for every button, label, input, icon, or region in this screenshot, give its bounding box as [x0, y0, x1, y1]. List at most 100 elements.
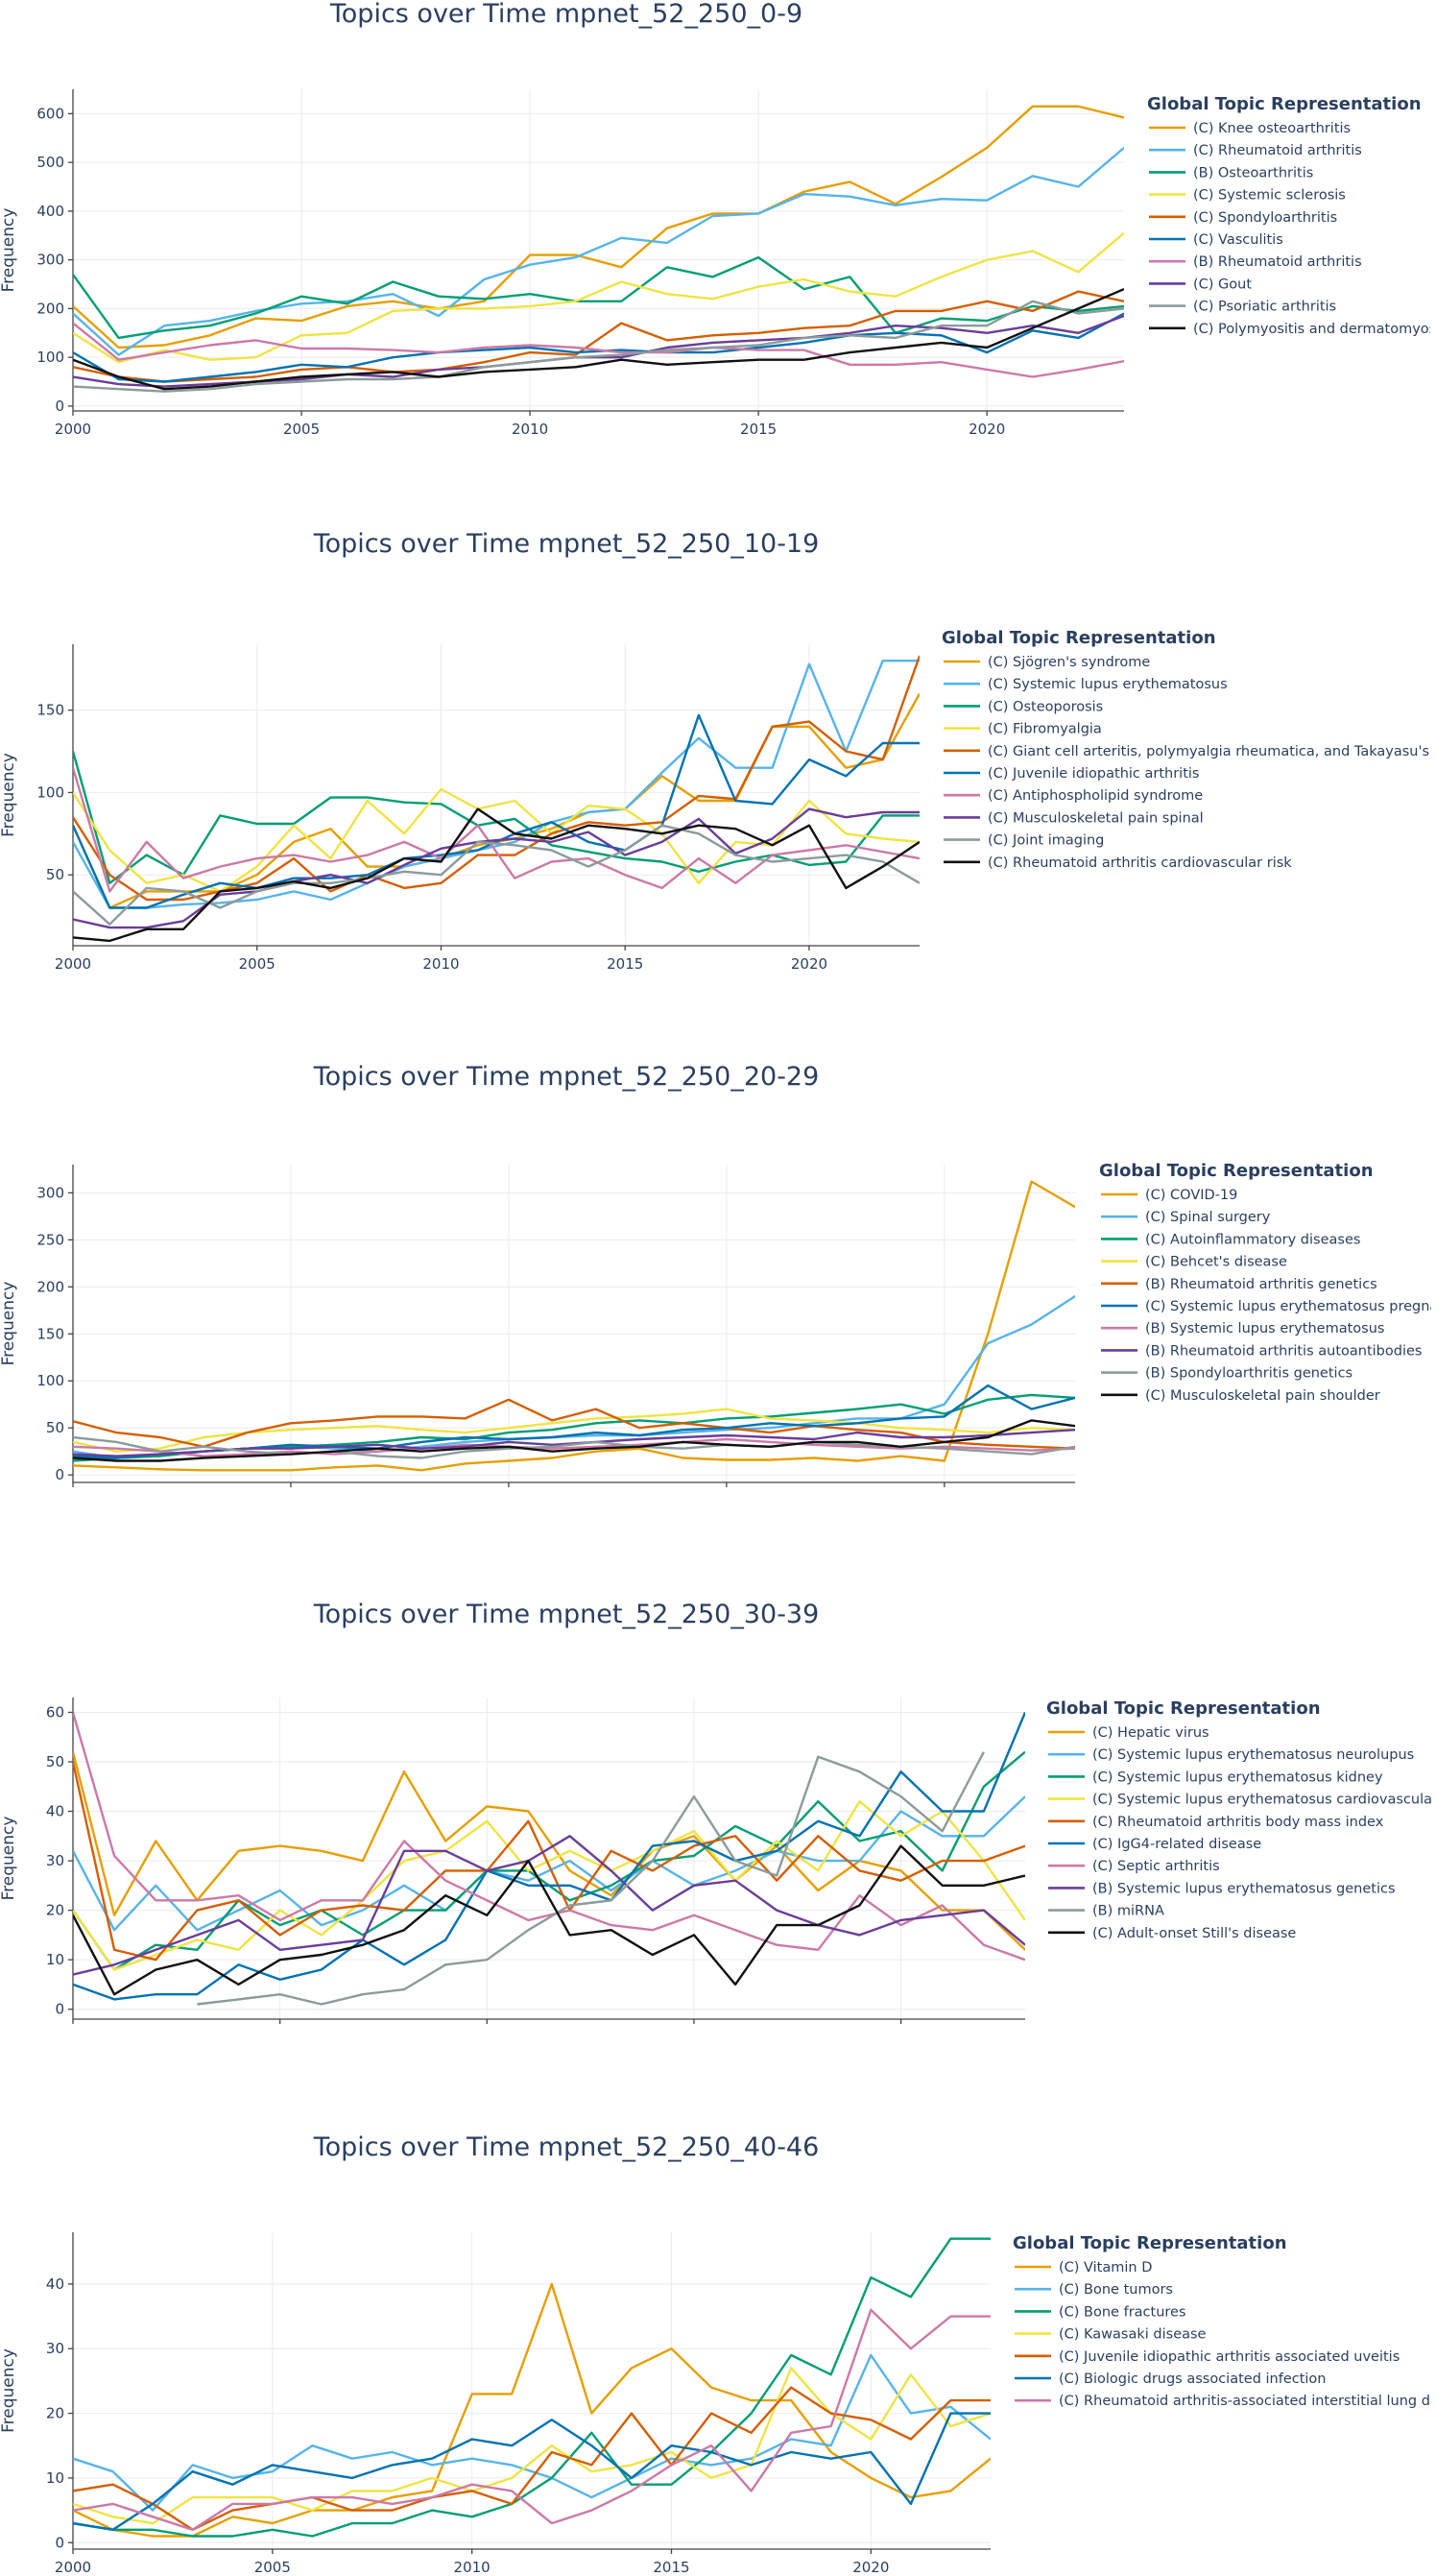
- legend-label: (C) Systemic lupus erythematosus neurolu…: [1092, 1747, 1414, 1763]
- x-tick-label: 2010: [491, 1492, 527, 1493]
- series-lines: [73, 1180, 1075, 1472]
- legend-item[interactable]: (C) Vasculitis: [1149, 232, 1283, 248]
- legend-item[interactable]: (B) Rheumatoid arthritis genetics: [1101, 1277, 1377, 1292]
- legend-item[interactable]: (C) Antiphospholipid syndrome: [944, 788, 1203, 804]
- x-tick-label: 2000: [55, 421, 91, 438]
- legend-item[interactable]: (C) Fibromyalgia: [944, 722, 1102, 737]
- x-tick-label: 2020: [852, 2559, 889, 2576]
- legend-item[interactable]: (C) Sjögren's syndrome: [944, 655, 1150, 670]
- legend-item[interactable]: (C) Bone fractures: [1015, 2304, 1186, 2320]
- y-tick-label: 40: [46, 2275, 64, 2293]
- y-tick-label: 150: [36, 1325, 64, 1342]
- legend-item[interactable]: (C) Knee osteoarthritis: [1149, 121, 1351, 136]
- y-tick-label: 50: [46, 1753, 64, 1770]
- chart-panel-0: Topics over Time mpnet_52_250_0-9 2000 200…: [0, 0, 1436, 442]
- series-line-c-joint-imaging: [73, 824, 920, 926]
- series-line-c-systemic-lupus-erythematosus: [73, 659, 920, 909]
- legend-label: (B) miRNA: [1092, 1904, 1164, 1919]
- legend-item[interactable]: (C) Systemic lupus erythematosus: [944, 677, 1228, 692]
- series-line-b-osteoarthritis: [73, 255, 1124, 340]
- legend-item[interactable]: (B) Rheumatoid arthritis: [1149, 254, 1362, 270]
- chart-svg-3: Topics over Time mpnet_52_250_30-39 2000 2…: [0, 1600, 1436, 2031]
- y-tick-label: 150: [36, 702, 64, 719]
- chart-panel-3: Topics over Time mpnet_52_250_30-39 2000 2…: [0, 1589, 1436, 2031]
- legend-item[interactable]: (C) Juvenile idiopathic arthritis: [944, 766, 1199, 782]
- legend-label: (C) Bone tumors: [1059, 2282, 1173, 2298]
- y-tick-label: 40: [46, 1803, 64, 1820]
- legend-item[interactable]: (C) Systemic sclerosis: [1149, 188, 1346, 204]
- legend-item[interactable]: (C) Spinal surgery: [1101, 1210, 1271, 1225]
- legend-label: (C) Behcet's disease: [1145, 1255, 1287, 1270]
- legend-item[interactable]: (C) Rheumatoid arthritis cardiovascular …: [944, 855, 1292, 871]
- legend-item[interactable]: (C) Rheumatoid arthritis: [1149, 143, 1362, 158]
- series-line-c-adult-onset-still-s-disease: [73, 1844, 1025, 1996]
- chart-svg-1: Topics over Time mpnet_52_250_10-19 2000 2…: [0, 529, 1436, 973]
- legend-item[interactable]: (C) Psoriatic arthritis: [1149, 300, 1336, 315]
- legend-item[interactable]: (C) Septic arthritis: [1048, 1859, 1220, 1874]
- legend-item[interactable]: (C) Behcet's disease: [1101, 1255, 1287, 1270]
- legend-item[interactable]: (C) Systemic lupus erythematosus neurolu…: [1048, 1747, 1414, 1763]
- legend-item[interactable]: (C) Systemic lupus erythematosus cardiov…: [1048, 1793, 1436, 1808]
- series-line-c-osteoporosis: [73, 751, 920, 884]
- legend-item[interactable]: (C) Biologic drugs associated infection: [1015, 2371, 1327, 2387]
- legend-item[interactable]: (B) Rheumatoid arthritis autoantibodies: [1101, 1343, 1422, 1359]
- y-axis-label: Frequency: [0, 753, 18, 837]
- legend-item[interactable]: (C) Polymyositis and dermatomyositis: [1149, 322, 1436, 337]
- gridlines: [72, 2232, 991, 2549]
- legend-item[interactable]: (C) Vitamin D: [1015, 2260, 1152, 2275]
- legend-item[interactable]: (B) Systemic lupus erythematosus: [1101, 1321, 1384, 1336]
- legend-label: (C) Spinal surgery: [1145, 1210, 1271, 1225]
- legend-item[interactable]: (C) Adult-onset Still's disease: [1048, 1926, 1296, 1941]
- y-tick-label: 300: [36, 252, 64, 269]
- y-tick-label: 600: [36, 105, 64, 122]
- legend-item[interactable]: (C) Bone tumors: [1015, 2282, 1173, 2298]
- y-tick-label: 50: [46, 866, 64, 883]
- x-tick-label: 2005: [273, 1492, 309, 1493]
- gridlines: [72, 644, 920, 946]
- legend-item[interactable]: (C) Gout: [1149, 277, 1252, 292]
- series-lines: [73, 1712, 1025, 2006]
- y-axis-label: Frequency: [0, 1282, 18, 1366]
- series-line-c-systemic-sclerosis: [73, 231, 1124, 364]
- legend-item[interactable]: (C) Hepatic virus: [1048, 1725, 1209, 1741]
- legend-label: (C) Knee osteoarthritis: [1193, 121, 1351, 136]
- legend-item[interactable]: (B) miRNA: [1048, 1904, 1164, 1919]
- legend-label: (C) Autoinflammatory diseases: [1145, 1232, 1360, 1247]
- chart-svg-2: Topics over Time mpnet_52_250_20-2920002…: [0, 1062, 1436, 1493]
- x-tick-label: 2000: [55, 1492, 91, 1493]
- x-tick-label: 2010: [468, 2029, 505, 2031]
- legend-label: (C) Adult-onset Still's disease: [1092, 1926, 1296, 1941]
- legend-item[interactable]: (C) Rheumatoid arthritis-associated inte…: [1015, 2394, 1436, 2409]
- series-line-c-hepatic-virus: [73, 1751, 1025, 1951]
- legend-item[interactable]: (B) Systemic lupus erythematosus genetic…: [1048, 1881, 1396, 1896]
- x-tick-label: 2010: [454, 2559, 491, 2576]
- legend-label: (C) Giant cell arteritis, polymyalgia rh…: [988, 744, 1436, 759]
- legend-item[interactable]: (B) Osteoarthritis: [1149, 165, 1313, 181]
- legend-item[interactable]: (C) Systemic lupus erythematosus kidney: [1048, 1769, 1383, 1785]
- legend-item[interactable]: (C) Kawasaki disease: [1015, 2327, 1207, 2343]
- legend-item[interactable]: (C) COVID-19: [1101, 1188, 1237, 1203]
- legend-item[interactable]: (C) Giant cell arteritis, polymyalgia rh…: [944, 744, 1436, 759]
- legend-label: (C) Systemic sclerosis: [1193, 188, 1346, 204]
- legend-item[interactable]: (C) Rheumatoid arthritis body mass index: [1048, 1815, 1384, 1830]
- legend-item[interactable]: (C) Musculoskeletal pain spinal: [944, 810, 1204, 826]
- series-line-c-rheumatoid-arthritis-body-mass-index: [73, 1761, 1025, 1962]
- x-tick-label: 2015: [708, 1492, 745, 1493]
- legend-label: (C) Gout: [1193, 277, 1252, 292]
- legend-item[interactable]: (C) Systemic lupus erythematosus pregnan…: [1101, 1299, 1436, 1314]
- x-tick-label: 2015: [653, 2559, 689, 2576]
- legend-label: (C) Rheumatoid arthritis-associated inte…: [1059, 2394, 1436, 2409]
- legend-item[interactable]: (C) Spondyloarthritis: [1149, 210, 1337, 226]
- chart-title: Topics over Time mpnet_52_250_40-46: [313, 2132, 820, 2162]
- y-tick-label: 50: [46, 1419, 64, 1436]
- legend-item[interactable]: (C) Osteoporosis: [944, 699, 1103, 714]
- legend-item[interactable]: (C) IgG4-related disease: [1048, 1837, 1261, 1852]
- legend-item[interactable]: (B) Spondyloarthritis genetics: [1101, 1366, 1352, 1382]
- legend-item[interactable]: (C) Musculoskeletal pain shoulder: [1101, 1388, 1380, 1404]
- series-line-c-bone-fractures: [73, 2237, 991, 2538]
- legend-label: (C) Biologic drugs associated infection: [1059, 2371, 1327, 2387]
- series-line-c-antiphospholipid-syndrome: [73, 767, 920, 893]
- legend-item[interactable]: (C) Juvenile idiopathic arthritis associ…: [1015, 2349, 1400, 2365]
- legend-item[interactable]: (C) Joint imaging: [944, 833, 1104, 849]
- legend-item[interactable]: (C) Autoinflammatory diseases: [1101, 1232, 1360, 1247]
